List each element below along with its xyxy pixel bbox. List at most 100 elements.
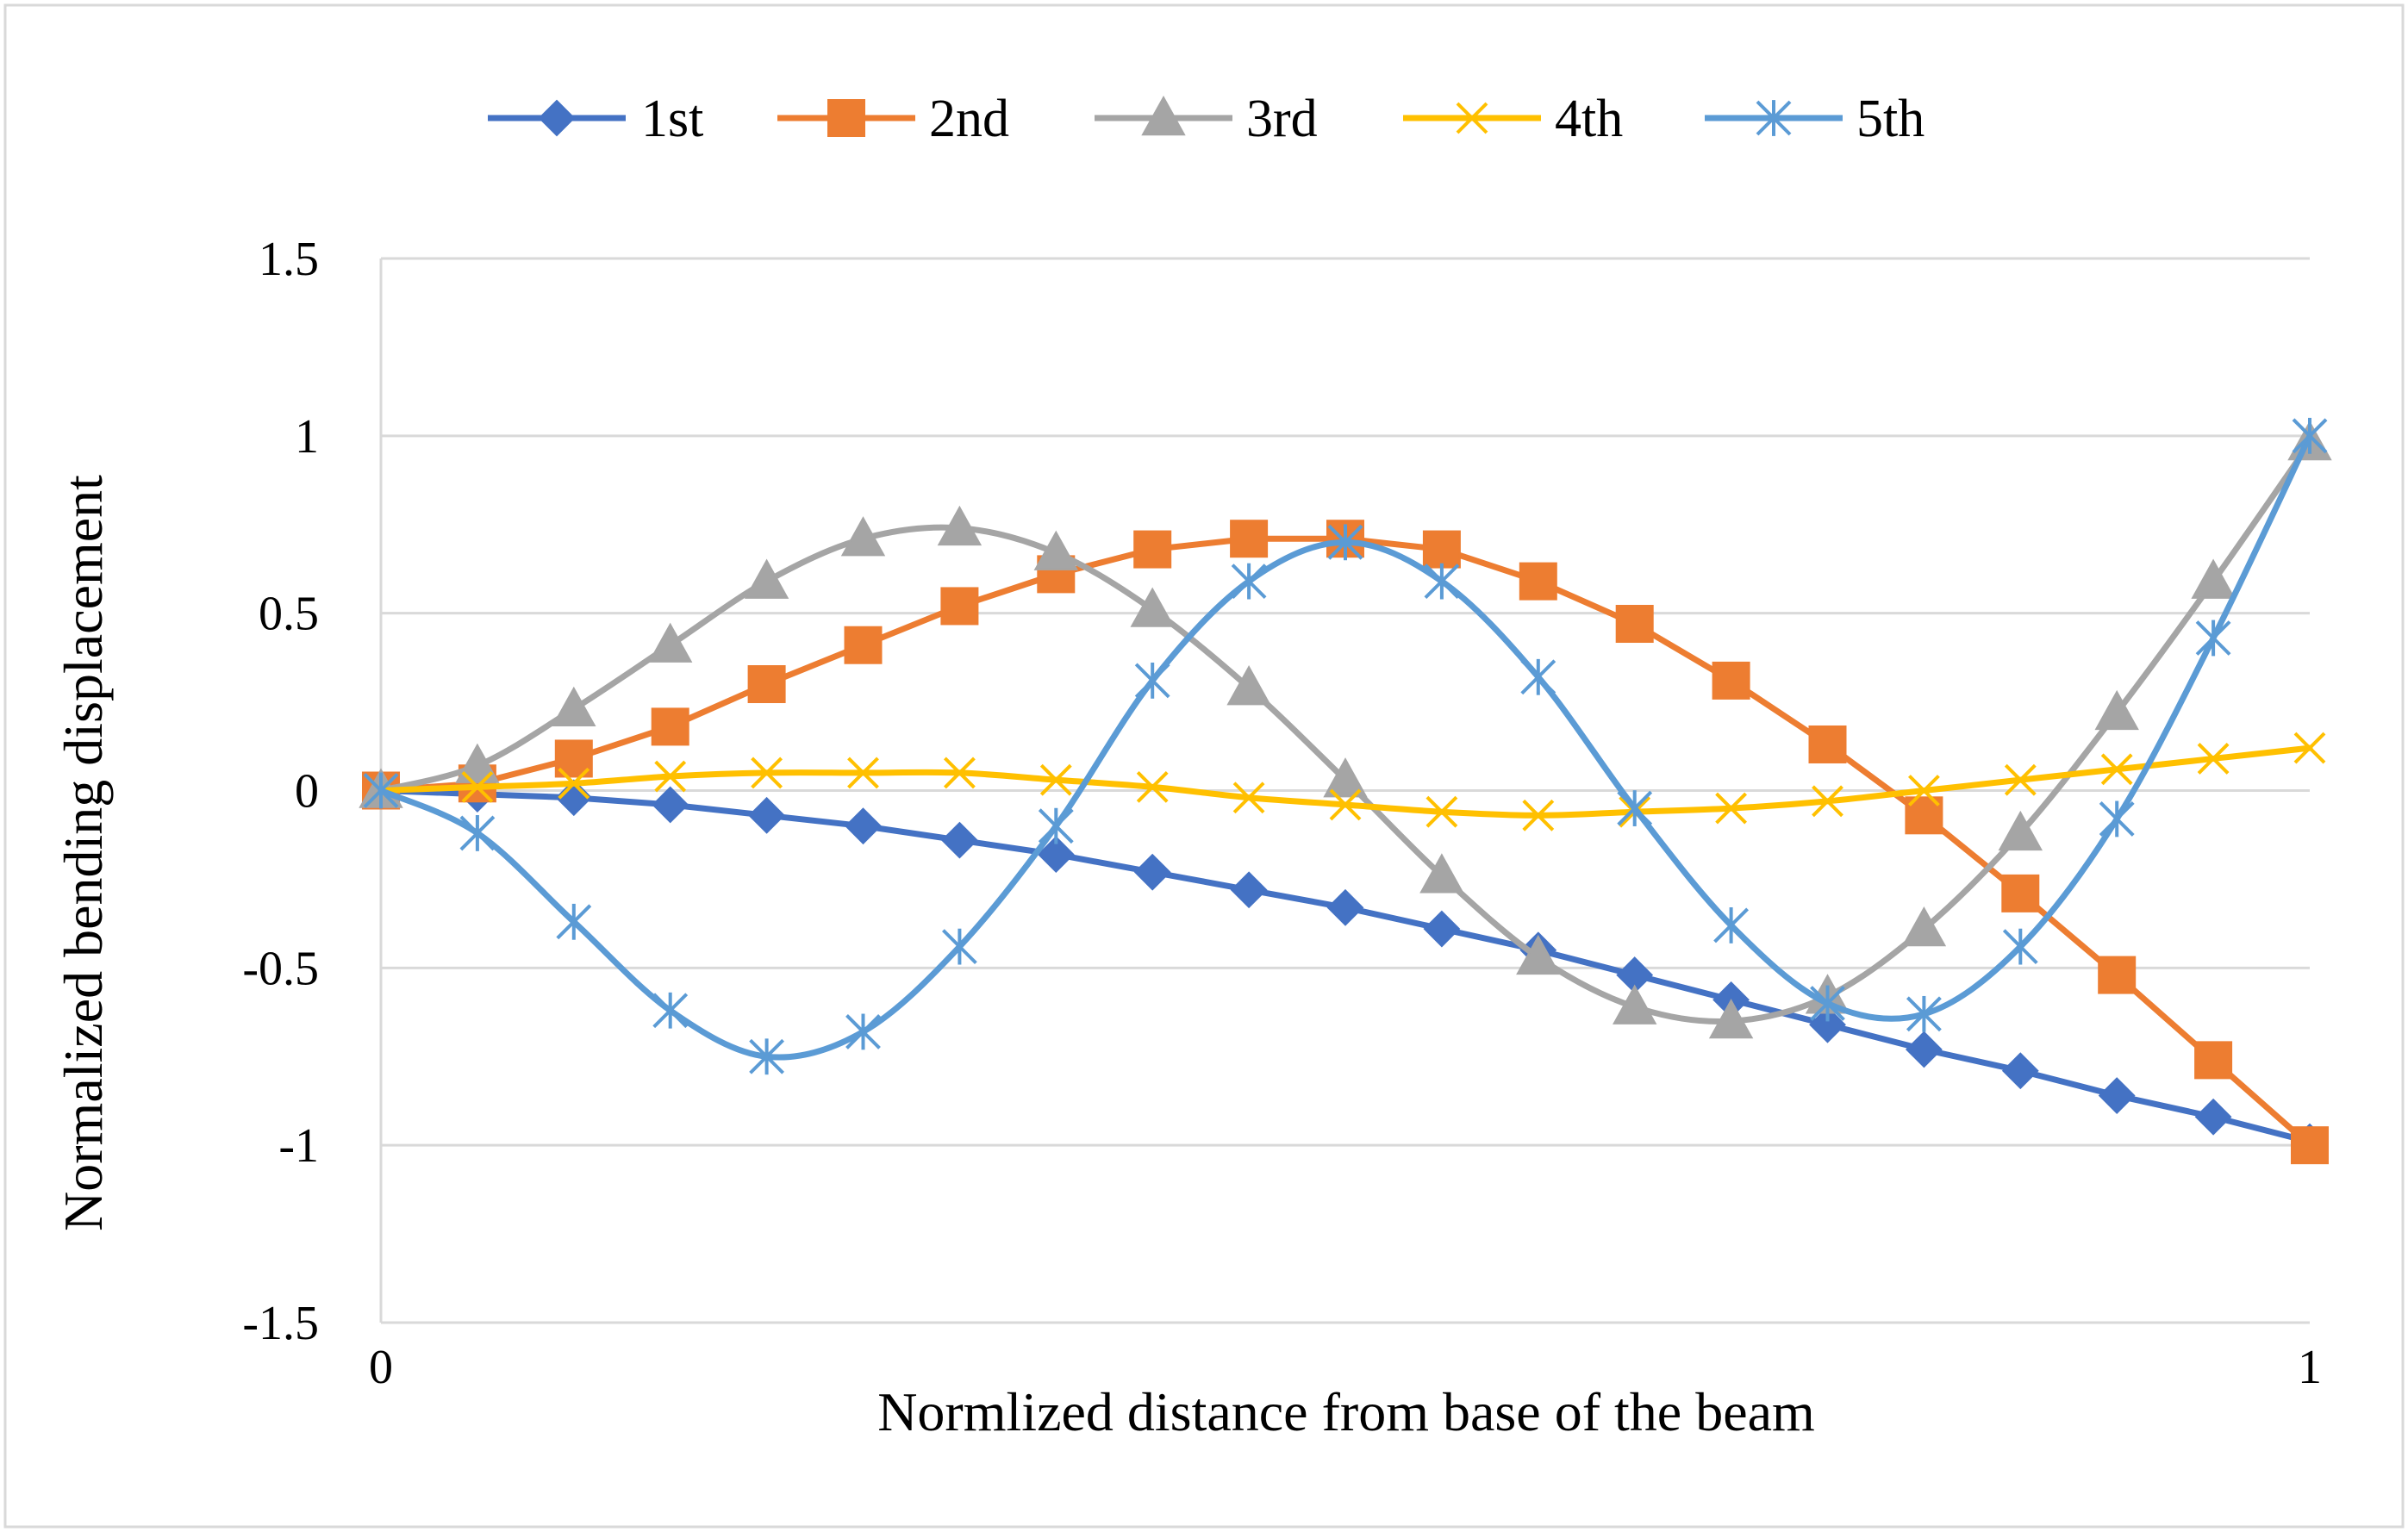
data-point-5th: [363, 772, 399, 809]
legend-item-4th: 4th: [1403, 90, 1623, 148]
y-tick-label: 1: [295, 410, 319, 464]
data-point-2nd: [1422, 530, 1461, 569]
data-point-2nd: [747, 665, 786, 703]
data-point-3rd: [840, 516, 886, 557]
data-point-5th: [2002, 928, 2038, 965]
legend-item-5th: 5th: [1705, 90, 1925, 148]
data-point-4th: [1425, 795, 1458, 828]
data-point-4th: [2293, 732, 2326, 764]
data-point-2nd: [1519, 562, 1557, 601]
data-point-5th: [1424, 563, 1460, 600]
y-tick-label: 0: [295, 765, 319, 819]
data-point-2nd: [1230, 520, 1269, 558]
data-point-3rd: [1708, 999, 1754, 1039]
x-tick-label: 1: [2298, 1341, 2322, 1394]
data-point-4th: [751, 757, 783, 789]
legend-item-1st: 1st: [488, 90, 703, 148]
data-point-2nd: [2098, 956, 2137, 994]
y-tick-label: -0.5: [242, 942, 319, 995]
data-point-2nd: [940, 587, 979, 626]
data-point-3rd: [648, 622, 693, 663]
gridlines: [381, 257, 2310, 1324]
legend-label: 1st: [641, 90, 703, 148]
data-point-3rd: [744, 558, 789, 599]
data-point-4th: [1522, 799, 1555, 831]
data-point-3rd: [2094, 689, 2139, 731]
data-point-1st: [1423, 910, 1461, 948]
data-point-2nd: [1615, 605, 1654, 644]
data-point-1st: [1905, 1031, 1943, 1068]
data-point-1st: [2098, 1077, 2136, 1114]
legend-marker-icon: [1456, 102, 1488, 134]
data-point-1st: [845, 807, 882, 845]
data-point-1st: [652, 786, 689, 824]
data-point-1st: [1809, 1006, 1846, 1043]
y-tick-label: 0.5: [259, 588, 319, 641]
data-point-5th: [2099, 800, 2135, 838]
data-point-4th: [461, 770, 494, 803]
data-point-5th: [1038, 807, 1074, 844]
data-point-5th: [2292, 417, 2328, 454]
data-point-5th: [749, 1038, 785, 1075]
data-point-2nd: [844, 626, 883, 664]
legend-label: 5th: [1856, 90, 1925, 148]
data-point-2nd: [1133, 530, 1172, 569]
data-point-1st: [940, 821, 978, 859]
x-axis-title: Normlized distance from base of the beam: [877, 1381, 1815, 1442]
data-point-2nd: [2194, 1041, 2233, 1080]
data-point-5th: [1810, 985, 1845, 1022]
data-point-1st: [1230, 871, 1268, 909]
data-point-4th: [1715, 792, 1748, 825]
data-point-4th: [1039, 763, 1072, 796]
data-point-3rd: [1033, 530, 1078, 570]
data-point-3rd: [1516, 934, 1561, 975]
data-point-5th: [556, 903, 592, 940]
data-point-1st: [555, 779, 593, 817]
data-point-2nd: [651, 707, 689, 746]
data-point-3rd: [1613, 984, 1657, 1024]
data-point-4th: [847, 757, 879, 789]
data-point-4th: [654, 760, 687, 793]
data-point-3rd: [937, 505, 983, 546]
data-point-5th: [845, 1013, 881, 1050]
data-point-5th: [1134, 662, 1170, 699]
data-point-5th: [1231, 563, 1267, 600]
legend-label: 2nd: [929, 90, 1009, 148]
data-point-5th: [459, 815, 496, 851]
data-point-3rd: [2191, 558, 2236, 599]
data-point-5th: [2195, 620, 2231, 657]
data-point-1st: [1037, 836, 1075, 874]
data-point-1st: [2194, 1098, 2232, 1136]
data-point-3rd: [1323, 757, 1368, 798]
x-tick-label: 0: [369, 1341, 393, 1394]
data-point-2nd: [1712, 661, 1750, 700]
data-point-3rd: [455, 743, 500, 783]
legend-item-2nd: 2nd: [777, 90, 1009, 148]
y-tick-label: 1.5: [259, 233, 319, 286]
data-point-4th: [1907, 775, 1940, 806]
y-tick-label: -1: [278, 1119, 319, 1173]
data-point-2nd: [1808, 725, 1847, 763]
data-point-5th: [1520, 658, 1556, 695]
data-point-3rd: [1998, 810, 2043, 851]
data-point-3rd: [1226, 665, 1271, 706]
y-tick-label: -1.5: [242, 1297, 319, 1350]
y-axis-title: Normalized bending displacement: [53, 475, 114, 1231]
data-point-4th: [1329, 788, 1362, 821]
data-point-5th: [1906, 995, 1942, 1032]
data-point-5th: [1617, 790, 1653, 826]
data-point-1st: [1326, 888, 1364, 926]
data-point-3rd: [1901, 906, 1947, 947]
data-point-4th: [2004, 763, 2037, 796]
data-point-4th: [943, 757, 976, 789]
data-point-1st: [748, 796, 786, 834]
data-point-3rd: [552, 686, 596, 727]
data-point-1st: [1133, 853, 1171, 891]
data-point-4th: [1812, 785, 1843, 818]
legend-item-3rd: 3rd: [1095, 90, 1318, 148]
data-point-5th: [1713, 907, 1750, 943]
data-point-5th: [652, 992, 689, 1029]
data-point-3rd: [1130, 587, 1175, 627]
